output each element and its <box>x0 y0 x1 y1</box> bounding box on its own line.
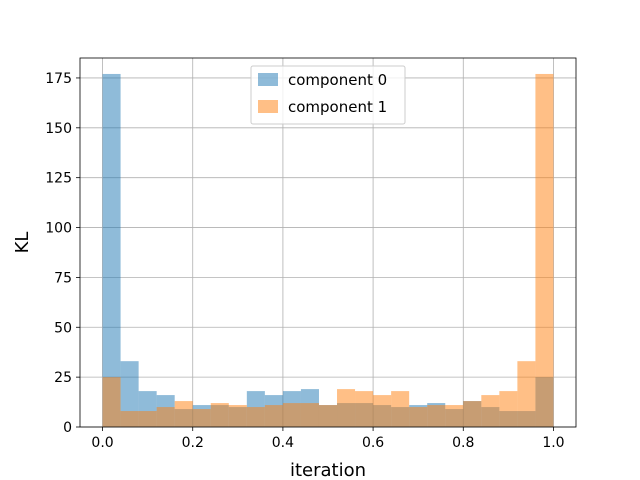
y-tick-label: 50 <box>54 320 72 336</box>
legend-swatch-component-0 <box>258 73 278 86</box>
bar-component-1 <box>156 407 175 427</box>
y-tick-label: 0 <box>63 420 72 436</box>
legend-label-component-0: component 0 <box>288 71 387 89</box>
bar-component-1 <box>264 405 283 427</box>
bar-component-1 <box>192 409 211 427</box>
bar-component-1 <box>138 411 157 427</box>
y-tick-label: 75 <box>54 270 72 286</box>
bar-component-1 <box>174 401 193 427</box>
x-tick-label: 1.0 <box>542 435 564 451</box>
y-axis-label: KL <box>12 232 33 254</box>
bar-component-1 <box>355 391 374 427</box>
bar-component-0 <box>102 73 121 427</box>
bar-component-1 <box>228 405 247 427</box>
bar-component-1 <box>300 403 319 427</box>
bar-component-1 <box>499 391 518 427</box>
legend: component 0 component 1 <box>250 65 406 125</box>
bar-component-1 <box>318 405 338 427</box>
y-tick-label: 125 <box>45 171 72 187</box>
x-tick-label: 0.4 <box>272 435 294 451</box>
x-tick-label: 0.0 <box>91 435 113 451</box>
bar-component-1 <box>282 403 301 427</box>
plot-frame <box>79 57 577 428</box>
bar-component-1 <box>409 407 428 427</box>
y-tick-label: 150 <box>45 121 72 137</box>
x-axis-label: iteration <box>290 460 366 480</box>
legend-label-component-1: component 1 <box>288 98 387 116</box>
bar-component-1 <box>210 403 229 427</box>
bars <box>102 73 554 427</box>
bar-component-0 <box>120 361 139 427</box>
y-tick-label: 175 <box>45 71 72 87</box>
bar-component-1 <box>517 361 536 427</box>
bar-component-1 <box>535 73 554 427</box>
x-tick-label: 0.6 <box>362 435 384 451</box>
bar-component-1 <box>373 395 392 427</box>
y-tick-label: 100 <box>45 221 72 237</box>
bar-component-1 <box>427 405 446 427</box>
axis-ticks: 0.0 0.2 0.4 0.6 0.8 1.0 0 25 50 75 100 125 150 175 <box>45 71 564 451</box>
legend-swatch-component-1 <box>258 100 278 113</box>
bar-component-1 <box>337 389 356 427</box>
y-tick-label: 25 <box>54 370 72 386</box>
x-tick-label: 0.8 <box>452 435 474 451</box>
bar-component-1 <box>246 407 265 427</box>
bar-component-1 <box>463 401 482 427</box>
legend-box <box>250 65 406 125</box>
bar-component-1 <box>391 391 410 427</box>
bar-component-1 <box>481 395 500 427</box>
x-tick-label: 0.2 <box>182 435 204 451</box>
bar-component-1 <box>445 405 464 427</box>
bar-component-1 <box>120 411 139 427</box>
bar-component-1 <box>102 377 121 427</box>
